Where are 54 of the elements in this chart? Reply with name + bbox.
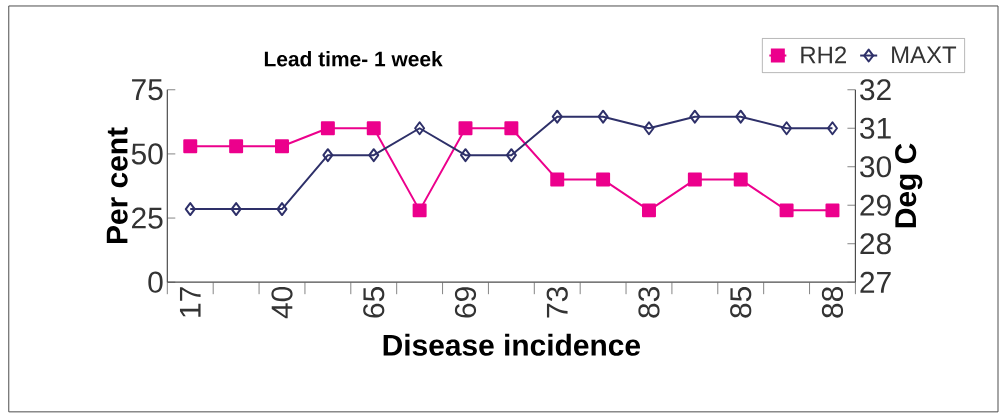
point: [642, 203, 656, 218]
point: [550, 172, 565, 187]
y2-tick-label: 27: [860, 271, 891, 293]
y2-tick-label: 28: [860, 233, 891, 255]
point: [596, 172, 611, 187]
point: [183, 139, 198, 154]
point: [320, 121, 335, 136]
x-tick-label: 17: [179, 287, 201, 317]
point: [368, 148, 380, 163]
x-tick-label: 69: [454, 287, 477, 318]
x-tick-label: 88: [821, 287, 844, 318]
y-tick-label: 25: [132, 207, 163, 229]
point: [689, 109, 701, 124]
y2-tick-label: 31: [860, 117, 891, 139]
y-tick-label: 75: [132, 79, 163, 101]
point: [230, 202, 242, 217]
point: [643, 121, 655, 136]
y-tick-label: 0: [148, 271, 163, 293]
point: [275, 139, 289, 154]
x-tick-label: 85: [730, 287, 752, 318]
point: [504, 121, 519, 136]
point: [414, 121, 426, 136]
y2-tick-label: 32: [860, 79, 891, 101]
legend-label: RH2: [801, 46, 846, 64]
point: [597, 109, 609, 124]
point: [322, 148, 334, 163]
x-axis-title: Disease incidence: [383, 333, 641, 356]
point: [412, 203, 427, 218]
y2-axis-title: Deg C: [895, 143, 923, 228]
point: [826, 121, 838, 136]
x-tick-label: 83: [638, 287, 660, 318]
point: [458, 121, 473, 136]
y-tick-label: 50: [131, 143, 163, 165]
point: [460, 148, 471, 163]
point: [779, 203, 794, 218]
point: [735, 109, 747, 124]
y2-tick-label: 29: [860, 194, 891, 216]
y-axis-title: Per cent: [106, 127, 128, 244]
chart-title: Lead time- 1 week: [264, 51, 443, 67]
point: [276, 202, 288, 217]
point: [825, 203, 840, 218]
point: [551, 109, 563, 124]
x-tick-label: 73: [546, 287, 568, 318]
point: [184, 202, 196, 217]
x-tick-label: 65: [363, 287, 385, 318]
point: [781, 121, 793, 136]
point: [505, 148, 517, 163]
point: [229, 139, 244, 154]
x-tick-label: 40: [271, 286, 293, 319]
legend-label: MAXT: [892, 46, 957, 64]
y2-tick-label: 30: [860, 156, 892, 178]
point: [733, 172, 748, 187]
point: [687, 172, 702, 187]
point: [366, 121, 381, 136]
